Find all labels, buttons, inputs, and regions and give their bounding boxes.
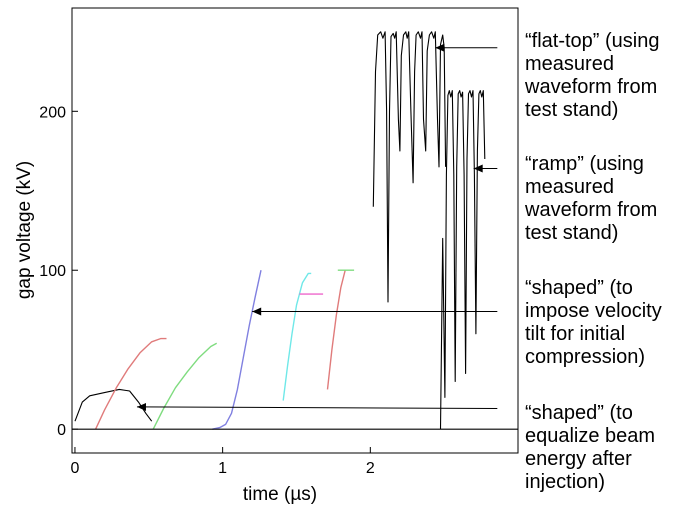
annotation-line: “ramp” (using xyxy=(525,153,644,175)
series-line-3 xyxy=(212,270,262,430)
annotation-line: test stand) xyxy=(525,99,619,121)
annotation-line: test stand) xyxy=(525,222,619,244)
x-tick-label: 2 xyxy=(366,460,375,477)
annotation-flat-top: “flat-top” (using measured waveform from… xyxy=(525,30,690,122)
y-tick-label: 0 xyxy=(57,422,66,439)
series-line-4 xyxy=(282,272,312,401)
annotation-line: waveform from xyxy=(525,199,658,221)
annotation-line: measured xyxy=(525,176,614,198)
annotation-shaped-velocity-tilt: “shaped” (to impose velocity tilt for in… xyxy=(525,277,690,369)
annotation-line: tilt for initial xyxy=(525,323,626,345)
arrowhead-3 xyxy=(136,402,146,411)
y-tick-label: 200 xyxy=(39,104,66,121)
series-line-6 xyxy=(326,270,346,390)
series-layer xyxy=(72,31,518,430)
arrow-line-3 xyxy=(136,406,498,409)
annotation-line: waveform from xyxy=(525,76,658,98)
annotation-ramp: “ramp” (using measured waveform from tes… xyxy=(525,153,690,245)
annotation-shaped-equalize: “shaped” (to equalize beam energy after … xyxy=(525,402,690,494)
y-tick-label: 100 xyxy=(39,263,66,280)
annotation-line: energy after xyxy=(525,448,632,470)
series-line-9 xyxy=(439,90,486,430)
series-line-1 xyxy=(94,337,167,430)
arrowhead-0 xyxy=(435,43,445,52)
x-axis-title: time (µs) xyxy=(243,484,317,505)
annotation-line: “shaped” (to xyxy=(525,402,633,424)
annotation-line: “flat-top” (using xyxy=(525,30,660,52)
annotation-line: injection) xyxy=(525,471,606,493)
x-tick-label: 1 xyxy=(218,460,227,477)
series-line-8 xyxy=(372,31,447,303)
annotation-line: measured xyxy=(525,53,614,75)
y-axis-title: gap voltage (kV) xyxy=(14,161,35,299)
annotation-line: compression) xyxy=(525,346,646,368)
tick-layer: 0 1 2 0 100 200 xyxy=(39,104,375,477)
plot-frame xyxy=(71,7,519,454)
arrowhead-1 xyxy=(473,164,483,173)
annotation-line: equalize beam xyxy=(525,425,656,447)
annotation-line: “shaped” (to xyxy=(525,277,633,299)
series-line-2 xyxy=(152,342,218,430)
annotation-line: impose velocity xyxy=(525,300,662,322)
arrowhead-2 xyxy=(252,307,262,316)
x-tick-label: 0 xyxy=(71,460,80,477)
arrow-layer xyxy=(136,43,498,411)
